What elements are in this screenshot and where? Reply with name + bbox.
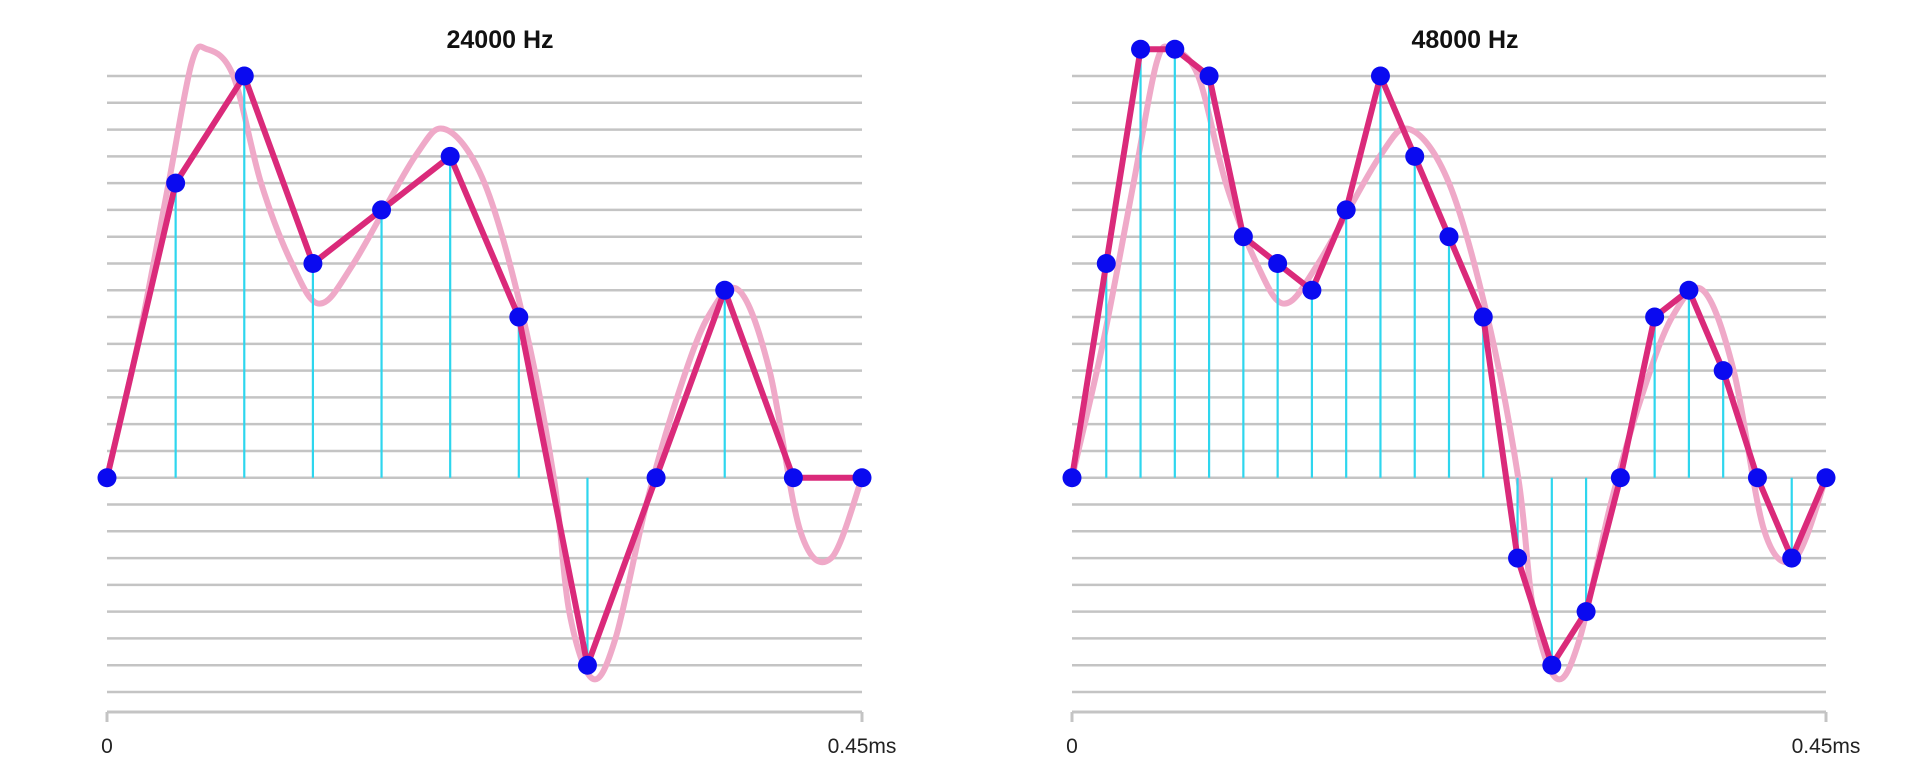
- sample-point: [1165, 39, 1185, 59]
- sample-point: [1508, 548, 1528, 568]
- sample-point: [1062, 468, 1082, 488]
- sample-point: [1268, 253, 1288, 273]
- sample-point: [852, 468, 872, 488]
- sample-point: [1131, 39, 1151, 59]
- sample-point: [1816, 468, 1836, 488]
- sample-point: [1370, 66, 1390, 86]
- sample-point: [1576, 602, 1596, 622]
- sample-point: [1610, 468, 1630, 488]
- sample-point: [234, 66, 254, 86]
- sample-point: [1542, 655, 1562, 675]
- sample-point: [97, 468, 117, 488]
- sample-point: [509, 307, 529, 327]
- x-tick-label-start: 0: [1066, 735, 1078, 758]
- sample-points: [1062, 39, 1836, 675]
- sample-stems: [1105, 49, 1793, 666]
- sample-point: [1336, 200, 1356, 220]
- sample-point: [1747, 468, 1767, 488]
- sample-point: [1679, 280, 1699, 300]
- x-axis: [1070, 710, 1828, 722]
- x-axis: [105, 710, 864, 722]
- chart-title: 24000 Hz: [446, 26, 553, 54]
- sample-point: [1199, 66, 1219, 86]
- sample-point: [1782, 548, 1802, 568]
- sample-points: [97, 66, 872, 675]
- chart-title: 48000 Hz: [1411, 26, 1518, 54]
- sample-point: [1473, 307, 1493, 327]
- sample-point: [1096, 253, 1116, 273]
- chart-panel-48000: 48000 Hz 0 0.45ms: [1062, 26, 1861, 758]
- sampled-line: [104, 73, 865, 669]
- sample-point: [303, 253, 323, 273]
- sample-point: [1233, 227, 1253, 247]
- x-tick-label-end: 0.45ms: [828, 735, 897, 758]
- chart-panel-24000: 24000 Hz 0 0.45ms: [97, 26, 897, 758]
- analog-curve: [107, 43, 862, 683]
- sample-point: [372, 200, 392, 220]
- sample-point: [577, 655, 597, 675]
- sample-point: [646, 468, 666, 488]
- sample-point: [1713, 361, 1733, 381]
- sample-stems: [174, 76, 726, 666]
- sample-point: [1645, 307, 1665, 327]
- sample-point: [783, 468, 803, 488]
- sample-point: [440, 146, 460, 166]
- x-tick-label-start: 0: [101, 735, 113, 758]
- sample-point: [1405, 146, 1425, 166]
- sample-point: [715, 280, 735, 300]
- sampled-signal: [104, 73, 865, 669]
- sample-point: [166, 173, 186, 193]
- x-tick-label-end: 0.45ms: [1792, 735, 1861, 758]
- sample-point: [1302, 280, 1322, 300]
- sample-point: [1439, 227, 1459, 247]
- quantization-grid: [107, 74, 862, 694]
- analog-waveform: [107, 43, 862, 683]
